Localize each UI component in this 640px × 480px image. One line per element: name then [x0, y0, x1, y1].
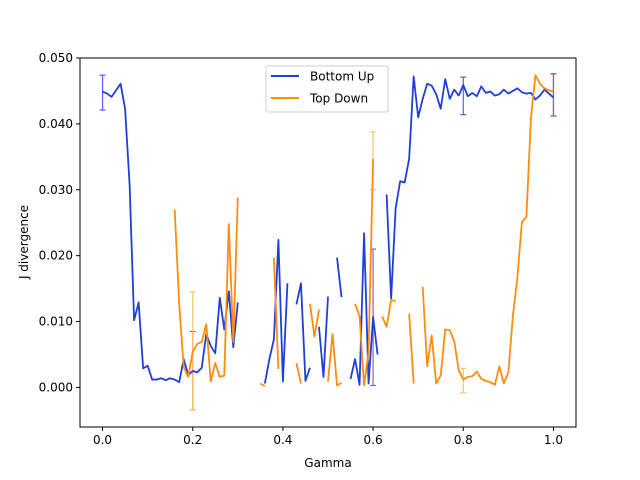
y-tick-label: 0.030	[39, 183, 73, 197]
y-tick-label: 0.000	[39, 380, 73, 394]
series-line-top-down	[327, 333, 342, 387]
y-axis: 0.000 0.010 0.020 0.030 0.040 0.050	[39, 51, 80, 394]
x-tick-label: 0.4	[273, 433, 292, 447]
series-line-top-down	[295, 362, 302, 384]
axes-frame	[79, 57, 577, 428]
y-tick-label: 0.040	[39, 117, 73, 131]
series-line-bottom-up	[318, 296, 329, 378]
series-line-top-down	[408, 313, 415, 384]
series-lines	[102, 74, 555, 387]
x-tick-label: 0.8	[454, 433, 473, 447]
y-tick-label: 0.010	[39, 315, 73, 329]
series-line-bottom-up	[295, 282, 311, 382]
series-line-top-down	[354, 158, 374, 387]
legend-label-top-down: Top Down	[309, 92, 368, 106]
series-line-bottom-up	[336, 257, 343, 298]
legend-box	[265, 65, 389, 113]
y-axis-title: J divergence	[17, 205, 31, 280]
series-top-down	[173, 74, 554, 387]
series-bottom-up	[102, 75, 555, 386]
x-tick-label: 0.0	[93, 433, 112, 447]
x-tick-label: 1.0	[544, 433, 563, 447]
series-line-bottom-up	[263, 238, 289, 384]
series-line-top-down	[309, 303, 320, 338]
x-axis-title: Gamma	[304, 456, 351, 470]
y-tick-label: 0.020	[39, 249, 73, 263]
error-bar	[550, 73, 557, 117]
series-line-top-down	[259, 382, 266, 387]
series-line-top-down	[381, 298, 396, 328]
series-line-top-down	[173, 197, 239, 383]
error-bar	[460, 76, 467, 116]
error-bar	[99, 74, 106, 111]
error-bar	[460, 367, 467, 394]
series-line-bottom-up	[349, 232, 379, 386]
legend: Bottom Up Top Down	[265, 65, 389, 113]
x-tick-label: 0.6	[364, 433, 383, 447]
series-line-bottom-up	[385, 75, 555, 300]
series-line-bottom-up	[102, 82, 239, 384]
x-tick-label: 0.2	[183, 433, 202, 447]
series-line-top-down	[421, 74, 554, 386]
legend-label-bottom-up: Bottom Up	[310, 70, 374, 84]
series-line-top-down	[272, 257, 280, 370]
y-tick-label: 0.050	[39, 51, 73, 65]
x-axis: 0.0 0.2 0.4 0.6 0.8 1.0	[93, 427, 563, 447]
